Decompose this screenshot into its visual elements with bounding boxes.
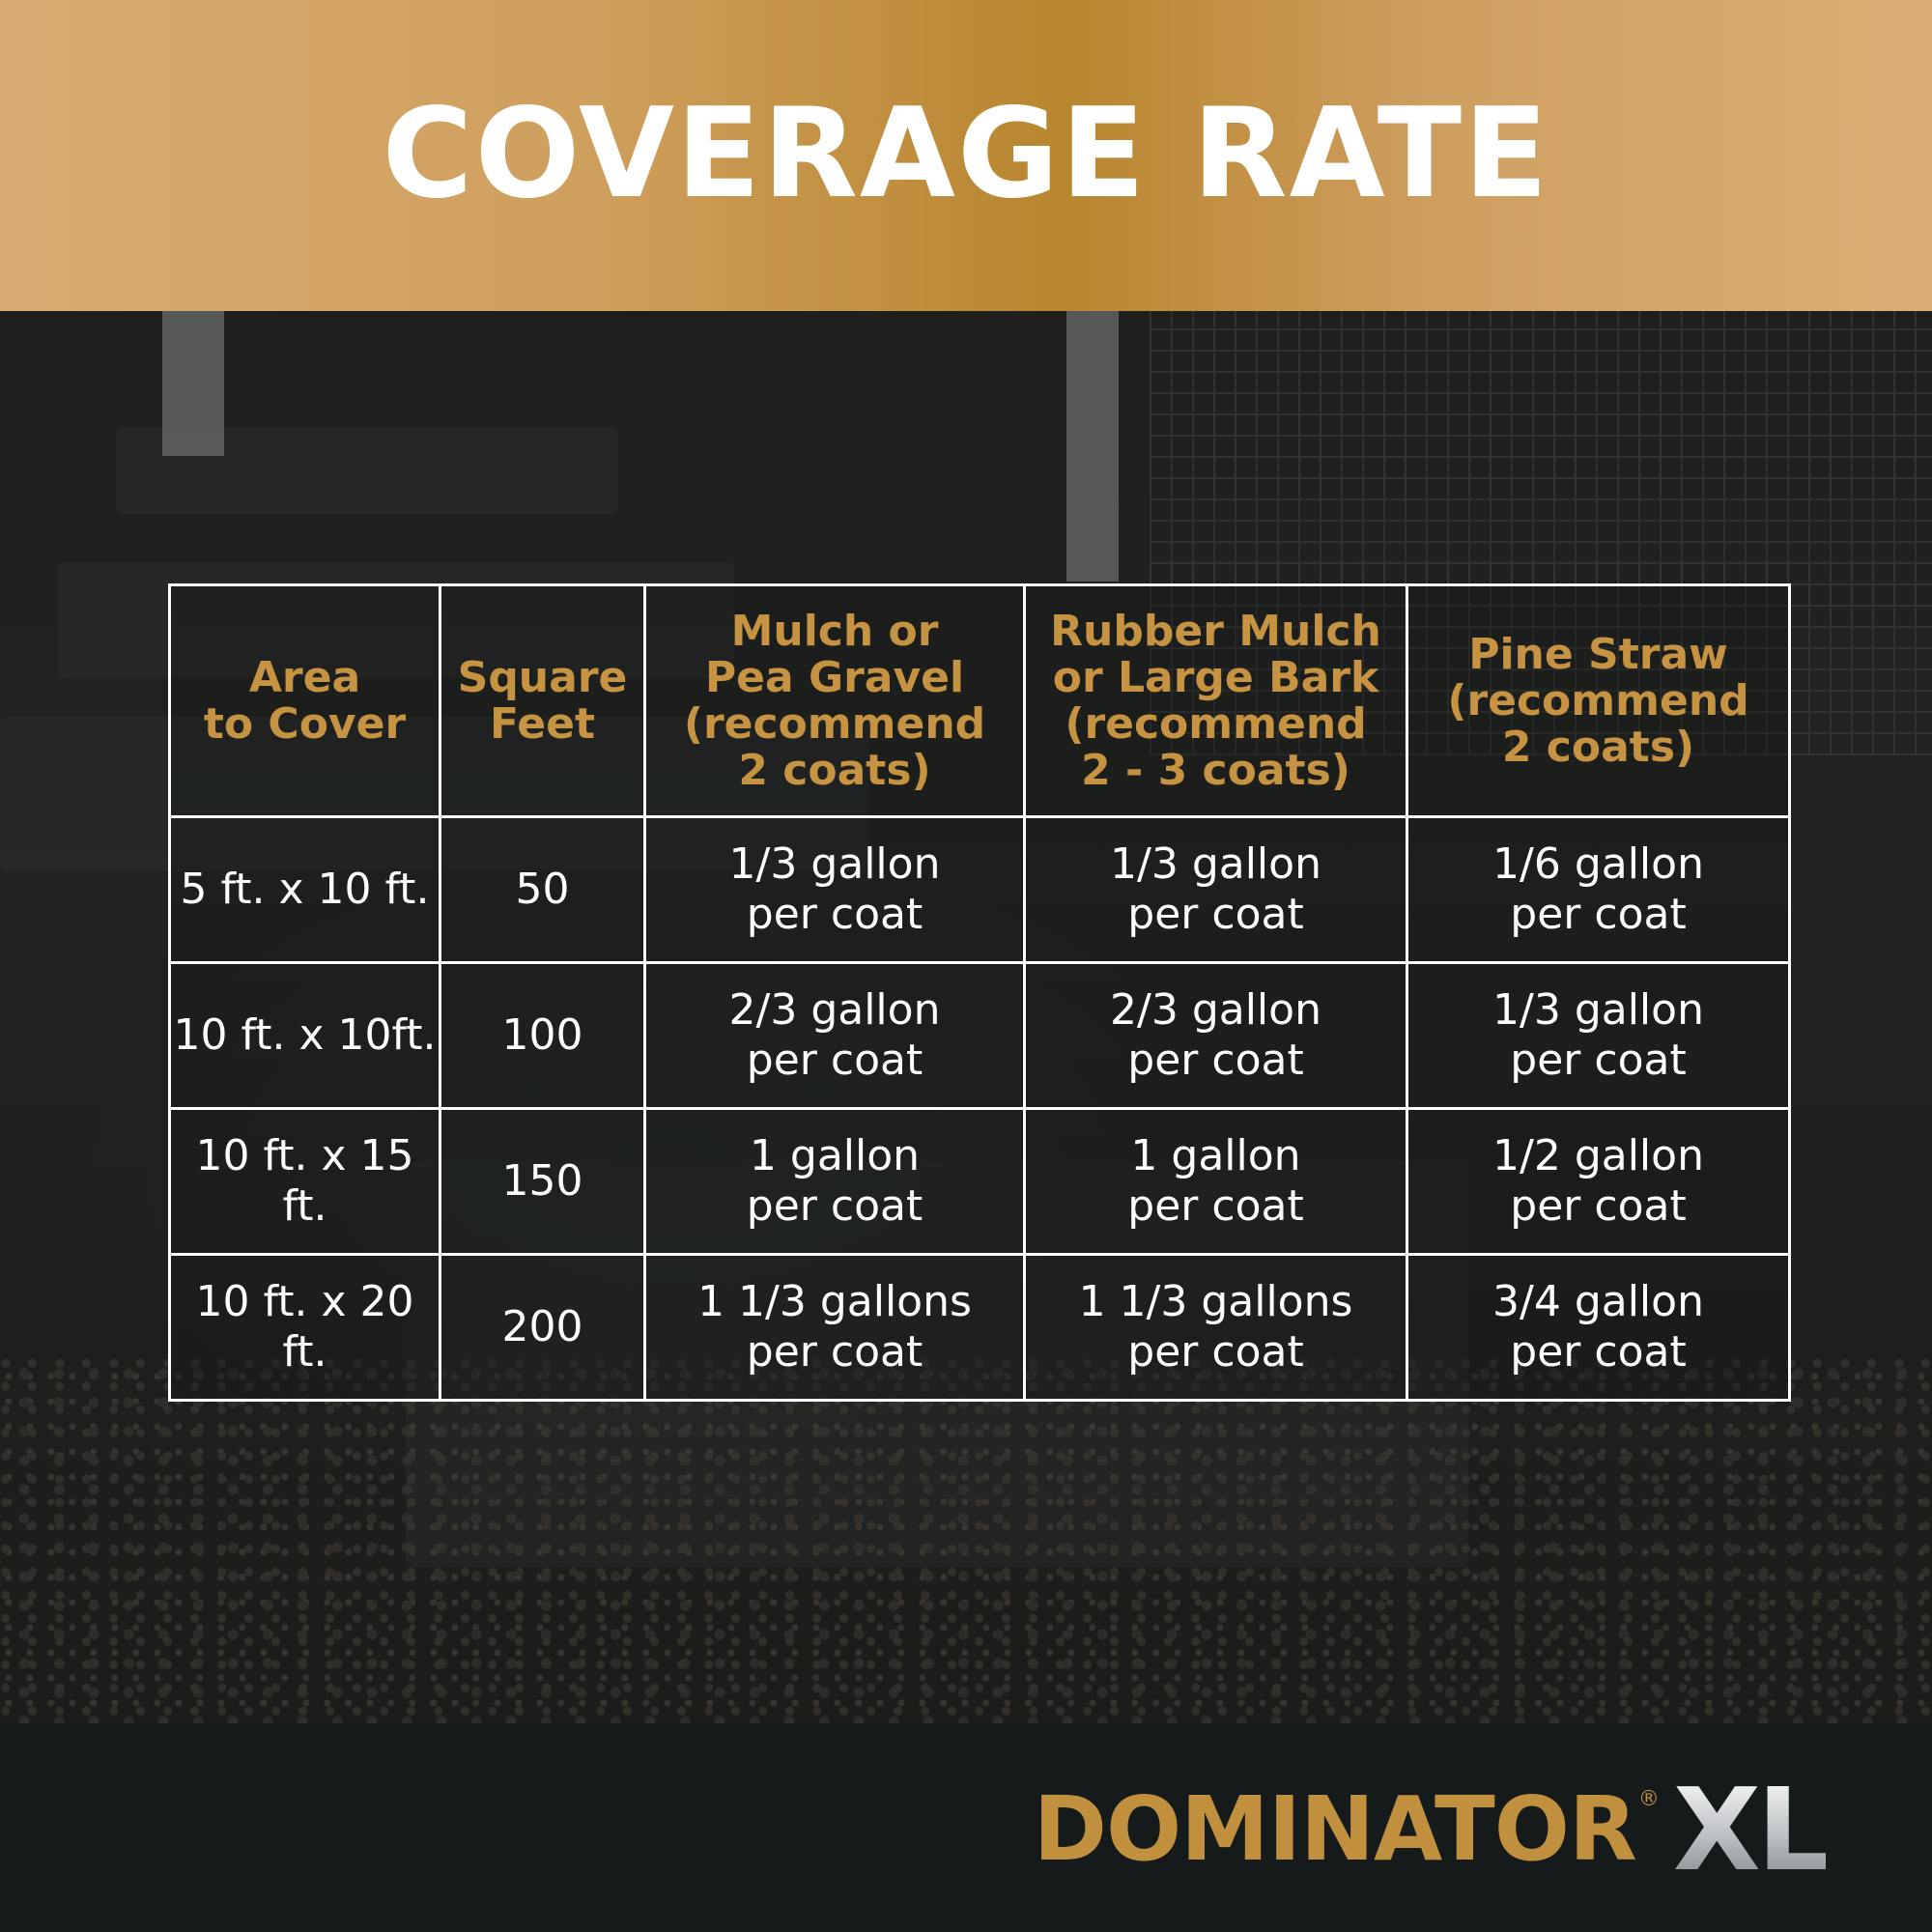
rubber-cell: 1/3 gallon per coat [1023,815,1408,964]
sqft-cell: 100 [439,961,646,1110]
registered-mark: ® [1637,1787,1660,1811]
rubber-cell: 2/3 gallon per coat [1023,961,1408,1110]
area-cell: 10 ft. x 15 ft. [168,1107,441,1256]
table-row: 10 ft. x 10ft. 100 2/3 gallon per coat 2/… [168,961,1791,1110]
header-area-to-cover: Area to Cover [168,583,441,818]
logo-xl: XL [1672,1763,1830,1896]
rubber-cell: 1 gallon per coat [1023,1107,1408,1256]
sqft-cell: 200 [439,1253,646,1402]
mulch-cell: 1/3 gallon per coat [643,815,1026,964]
sqft-cell: 150 [439,1107,646,1256]
header-pine-straw: Pine Straw (recommend 2 coats) [1406,583,1791,818]
mulch-cell: 1 1/3 gallons per coat [643,1253,1026,1402]
table-row: 10 ft. x 15 ft. 150 1 gallon per coat 1 g… [168,1107,1791,1256]
header-mulch-pea-gravel: Mulch or Pea Gravel (recommend 2 coats) [643,583,1026,818]
pine-cell: 1/3 gallon per coat [1406,961,1791,1110]
mulch-cell: 2/3 gallon per coat [643,961,1026,1110]
header-square-feet: Square Feet [439,583,646,818]
title-banner: COVERAGE RATE [0,0,1932,311]
mulch-cell: 1 gallon per coat [643,1107,1026,1256]
area-cell: 5 ft. x 10 ft. [168,815,441,964]
logo-brand: DOMINATOR [1033,1777,1637,1881]
area-cell: 10 ft. x 10ft. [168,961,441,1110]
dominator-xl-logo: DOMINATOR ® XL [1033,1763,1830,1896]
pine-cell: 1/6 gallon per coat [1406,815,1791,964]
coverage-table: Area to Cover Square Feet Mulch or Pea Grav… [168,583,1791,1402]
table-header-row: Area to Cover Square Feet Mulch or Pea Grav… [168,583,1791,818]
table-row: 10 ft. x 20 ft. 200 1 1/3 gallons per coa… [168,1253,1791,1402]
area-cell: 10 ft. x 20 ft. [168,1253,441,1402]
header-rubber-mulch-bark: Rubber Mulch or Large Bark (recommend 2 - … [1023,583,1408,818]
sqft-cell: 50 [439,815,646,964]
rubber-cell: 1 1/3 gallons per coat [1023,1253,1408,1402]
pine-cell: 3/4 gallon per coat [1406,1253,1791,1402]
page-title: COVERAGE RATE [382,81,1550,226]
footer-bar: DOMINATOR ® XL [0,1723,1932,1932]
table-row: 5 ft. x 10 ft. 50 1/3 gallon per coat 1/3… [168,815,1791,964]
pine-cell: 1/2 gallon per coat [1406,1107,1791,1256]
